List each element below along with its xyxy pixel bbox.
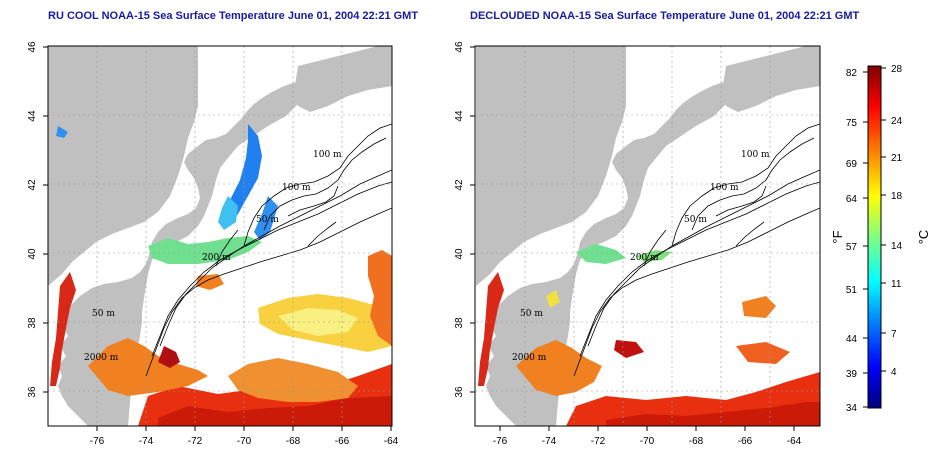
left-lat-labels: 46 44 42 40 38 36: [27, 41, 38, 398]
c-tick: 7: [891, 329, 897, 340]
lat-tick: 44: [454, 110, 465, 122]
left-map-frame: [47, 45, 393, 427]
lat-tick: 40: [27, 248, 38, 260]
f-tick: 34: [846, 403, 858, 414]
f-tick: 44: [846, 334, 858, 345]
celsius-label: °C: [916, 230, 931, 245]
contour-label-200m: 200 m: [202, 253, 231, 263]
contour-label-100m-a: 100 m: [313, 150, 342, 160]
lon-tick: -76: [90, 436, 105, 447]
left-lon-labels: -76 -74 -72 -70 -68 -66 -64: [90, 436, 399, 447]
contour-label-100m-b: 100 m: [282, 183, 311, 193]
contour-label-2000m: 2000 m: [84, 353, 119, 363]
lat-tick: 42: [27, 179, 38, 191]
c-tick: 11: [891, 279, 902, 290]
right-map-title: DECLOUDED NOAA-15 Sea Surface Temperatur…: [470, 10, 860, 22]
contour-label-50m-a: 50 m: [684, 215, 707, 225]
left-axes: [43, 46, 392, 431]
c-tick: 14: [891, 241, 903, 252]
f-tick: 69: [846, 159, 858, 170]
lon-tick: -72: [591, 436, 606, 447]
contour-label-2000m: 2000 m: [512, 353, 547, 363]
contour-label-200m: 200 m: [630, 253, 659, 263]
lat-tick: 40: [454, 248, 465, 260]
c-tick: 4: [891, 367, 897, 378]
f-tick: 82: [846, 68, 858, 79]
c-tick: 24: [891, 116, 903, 127]
right-axes: [470, 46, 795, 431]
celsius-ticks: 28 24 21 18 14 11 7 4: [891, 64, 903, 378]
lon-tick: -68: [286, 436, 301, 447]
lat-tick: 36: [454, 386, 465, 398]
fahrenheit-ticks: 82 75 69 64 57 51 44 39 34: [846, 68, 858, 414]
f-tick: 39: [846, 369, 858, 380]
right-map: 100 m 100 m 50 m 200 m 50 m 2000 m: [475, 46, 820, 426]
lat-tick: 36: [27, 386, 38, 398]
lon-tick: -74: [542, 436, 557, 447]
f-tick: 75: [846, 118, 858, 129]
c-tick: 21: [891, 153, 903, 164]
contour-label-50m-b: 50 m: [92, 309, 115, 319]
colorbar-gradient: [867, 65, 882, 409]
lat-tick: 46: [454, 41, 465, 53]
f-tick: 51: [846, 285, 858, 296]
lon-tick: -64: [787, 436, 802, 447]
lon-tick: -64: [384, 436, 399, 447]
right-lat-labels: 46 44 42 40 38 36: [454, 41, 465, 398]
lon-tick: -70: [640, 436, 655, 447]
lon-tick: -68: [689, 436, 704, 447]
lat-tick: 46: [27, 41, 38, 53]
lon-tick: -66: [335, 436, 350, 447]
colorbar: 82 75 69 64 57 51 44 39 34 28 24 21 18 1…: [830, 64, 931, 414]
contour-label-100m-a: 100 m: [741, 150, 770, 160]
contour-label-100m-b: 100 m: [710, 183, 739, 193]
lon-tick: -72: [188, 436, 203, 447]
lon-tick: -76: [493, 436, 508, 447]
lat-tick: 44: [27, 110, 38, 122]
f-tick: 57: [846, 242, 858, 253]
contour-label-50m-a: 50 m: [256, 215, 279, 225]
left-sst-field: [50, 124, 392, 426]
f-tick: 64: [846, 194, 858, 205]
lat-tick: 38: [27, 317, 38, 329]
c-tick: 18: [891, 191, 903, 202]
lat-tick: 42: [454, 179, 465, 191]
left-map: 100 m 100 m 50 m 200 m 50 m 2000 m: [48, 46, 392, 426]
fahrenheit-label: °F: [830, 230, 845, 243]
lon-tick: -66: [738, 436, 753, 447]
contour-label-50m-b: 50 m: [520, 309, 543, 319]
lon-tick: -70: [237, 436, 252, 447]
lat-tick: 38: [454, 317, 465, 329]
right-lon-labels: -76 -74 -72 -70 -68 -66 -64: [493, 436, 802, 447]
right-sst-field: [478, 244, 820, 426]
left-map-title: RU COOL NOAA-15 Sea Surface Temperature …: [48, 10, 419, 22]
lon-tick: -74: [139, 436, 154, 447]
c-tick: 28: [891, 64, 903, 75]
